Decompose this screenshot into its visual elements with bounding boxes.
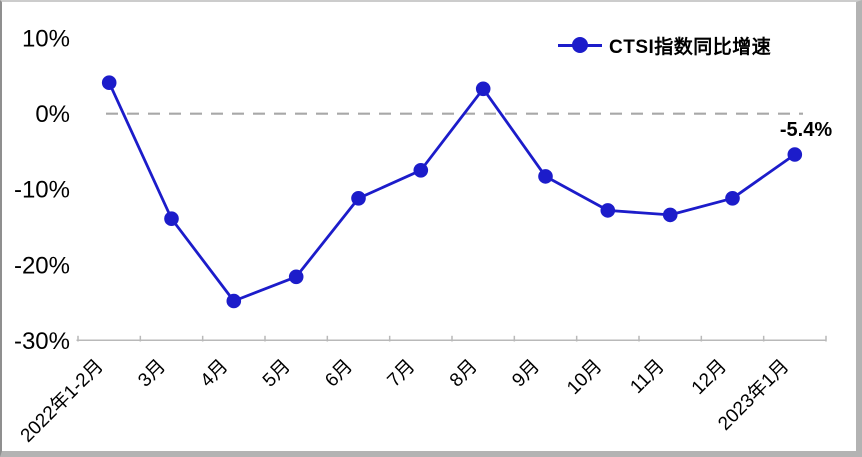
data-point-marker	[725, 191, 740, 206]
chart-canvas: 10% 0% -10% -20% -30% 2022年1-2月 3月 4月 5月 6月 7月 8月 9月…	[2, 2, 856, 451]
legend-line-marker-icon	[558, 37, 602, 53]
x-axis-tick-label: 5月	[259, 356, 295, 392]
data-point-marker	[351, 191, 366, 206]
data-point-marker	[787, 147, 803, 162]
y-axis-tick-label: 0%	[35, 101, 70, 128]
x-axis-tick-label: 2022年1-2月	[16, 355, 108, 447]
data-point-marker	[413, 163, 429, 178]
legend-dot	[572, 37, 588, 53]
data-point-marker	[288, 269, 304, 285]
x-axis-tick-label: 8月	[446, 356, 482, 392]
x-axis-tick-label: 4月	[197, 356, 233, 392]
data-point-marker	[662, 207, 678, 223]
y-axis-tick-label: -20%	[14, 252, 70, 279]
data-point-marker	[475, 81, 491, 97]
line-chart: 10% 0% -10% -20% -30%2022年1-2月 3月 4月 5月 6月 7月 8月 9月…	[14, 26, 827, 447]
data-point-marker	[600, 203, 616, 218]
series-line	[107, 82, 796, 303]
data-point-marker	[101, 75, 117, 90]
y-axis-tick-label: 10%	[22, 26, 70, 53]
x-axis-tick-label: 3月	[134, 356, 170, 392]
x-axis-tick-label: 9月	[508, 356, 544, 392]
x-axis-tick-label: 7月	[384, 356, 420, 392]
data-point-marker	[164, 211, 179, 226]
last-point-value-label: -5.4%	[779, 119, 833, 141]
x-axis-tick-label: 12月	[688, 356, 731, 399]
data-point-marker	[226, 293, 242, 309]
data-point-marker	[538, 169, 553, 184]
legend: CTSI指数同比增速	[558, 32, 771, 58]
y-axis-tick-label: -10%	[14, 177, 70, 204]
x-axis-tick-label: 10月	[563, 356, 606, 399]
y-axis-tick-label: -30%	[14, 328, 70, 355]
x-axis-tick-label: 6月	[321, 356, 357, 392]
legend-label: CTSI指数同比增速	[609, 36, 772, 58]
x-axis-tick-label: 11月	[626, 356, 668, 398]
